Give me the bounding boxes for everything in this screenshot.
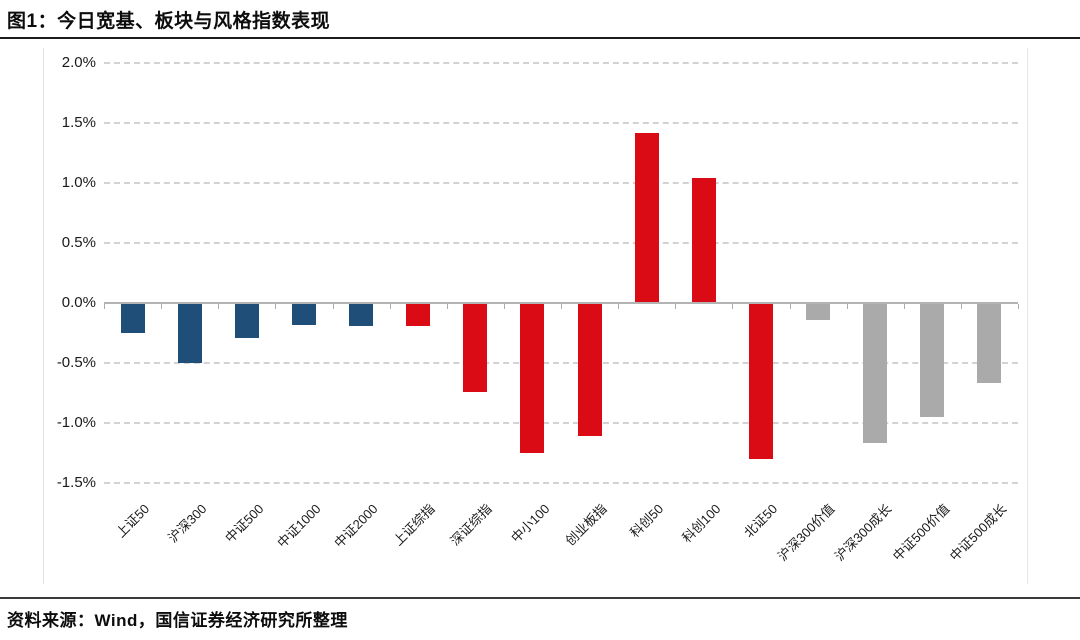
axis-tick bbox=[618, 304, 620, 309]
chart-bar bbox=[920, 303, 945, 417]
gridline bbox=[104, 62, 1018, 64]
y-axis-tick-label: 0.5% bbox=[61, 234, 96, 251]
axis-tick bbox=[732, 304, 734, 309]
chart-bar bbox=[234, 303, 259, 338]
axis-tick bbox=[1018, 304, 1019, 309]
chart-bar bbox=[349, 303, 374, 326]
y-axis-tick-label: -0.5% bbox=[56, 354, 96, 371]
chart-bar bbox=[748, 303, 773, 459]
x-axis-tick-label: 深证综指 bbox=[447, 501, 496, 549]
y-axis-tick-label: -1.5% bbox=[56, 474, 96, 491]
axis-tick bbox=[104, 304, 105, 309]
chart-bar bbox=[463, 303, 488, 392]
chart-frame bbox=[43, 48, 1028, 584]
x-axis-tick-label: 中证2000 bbox=[331, 501, 381, 551]
chart-bar bbox=[120, 303, 145, 333]
figure-title: 图1：今日宽基、板块与风格指数表现 bbox=[7, 11, 331, 32]
title-divider bbox=[0, 37, 1080, 39]
chart-bar bbox=[863, 303, 888, 444]
chart-bar bbox=[806, 303, 831, 320]
gridline bbox=[104, 482, 1018, 484]
gridline bbox=[104, 122, 1018, 124]
x-axis-tick-label: 中证500价值 bbox=[889, 501, 953, 564]
x-axis-tick-label: 中证1000 bbox=[274, 501, 324, 551]
axis-tick bbox=[903, 304, 905, 309]
axis-tick bbox=[218, 304, 220, 309]
y-axis-tick-label: 1.0% bbox=[61, 174, 96, 191]
axis-tick bbox=[789, 304, 791, 309]
axis-tick bbox=[503, 304, 505, 309]
x-axis-tick-label: 沪深300 bbox=[165, 501, 210, 546]
axis-tick bbox=[332, 304, 334, 309]
chart-bar bbox=[177, 303, 202, 363]
x-axis-tick-label: 科创50 bbox=[627, 501, 667, 541]
gridline bbox=[104, 362, 1018, 364]
axis-tick bbox=[846, 304, 848, 309]
chart-bar bbox=[291, 303, 316, 325]
x-axis-tick-label: 中小100 bbox=[507, 501, 553, 546]
chart-bar bbox=[634, 132, 659, 303]
axis-tick bbox=[960, 304, 962, 309]
axis-tick bbox=[275, 304, 277, 309]
x-axis-tick-label: 北证50 bbox=[741, 501, 781, 541]
chart-bar bbox=[577, 303, 602, 437]
gridline bbox=[104, 242, 1018, 244]
x-axis-tick-label: 中证500成长 bbox=[946, 501, 1010, 564]
gridline bbox=[104, 422, 1018, 424]
chart-bar bbox=[520, 303, 545, 453]
chart-bar bbox=[977, 303, 1002, 384]
y-axis-tick-label: 1.5% bbox=[61, 114, 96, 131]
axis-tick bbox=[389, 304, 391, 309]
chart-bar bbox=[691, 178, 716, 303]
x-axis-tick-label: 上证综指 bbox=[390, 501, 438, 549]
x-axis-tick-label: 创业板指 bbox=[561, 501, 610, 549]
y-axis-tick-label: 0.0% bbox=[61, 294, 96, 311]
zero-axis-line bbox=[104, 302, 1018, 304]
x-axis-tick-label: 沪深300价值 bbox=[775, 501, 838, 564]
y-axis-tick-label: -1.0% bbox=[56, 414, 96, 431]
footer-divider bbox=[0, 597, 1080, 599]
source-note: 资料来源：Wind，国信证券经济研究所整理 bbox=[7, 611, 348, 630]
x-axis-tick-label: 上证50 bbox=[113, 501, 153, 541]
x-axis-tick-label: 沪深300成长 bbox=[832, 501, 895, 564]
y-axis-tick-label: 2.0% bbox=[61, 54, 96, 71]
axis-tick bbox=[675, 304, 677, 309]
axis-tick bbox=[561, 304, 562, 309]
x-axis-tick-label: 中证500 bbox=[222, 501, 267, 546]
x-axis-tick-label: 科创100 bbox=[679, 501, 724, 546]
axis-tick bbox=[446, 304, 448, 309]
chart-bar bbox=[406, 303, 431, 326]
axis-tick bbox=[161, 304, 163, 309]
gridline bbox=[104, 182, 1018, 184]
